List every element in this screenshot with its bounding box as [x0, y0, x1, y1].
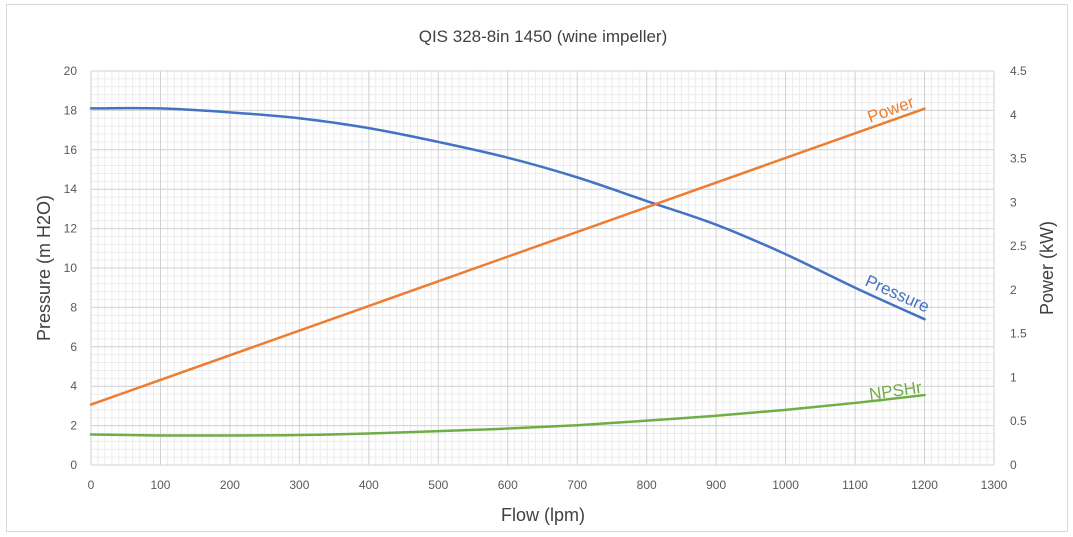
major-gridlines: [90, 70, 995, 466]
y2-axis-ticks: 0 0.5 1 1.5 2 2.5 3 3.5 4 4.5: [1010, 64, 1027, 472]
y2-tick-label: 2: [1010, 283, 1017, 297]
y-tick-label: 10: [64, 261, 78, 275]
y-axis-title: Pressure (m H2O): [34, 195, 54, 341]
y-tick-label: 16: [64, 143, 78, 157]
y-axis-ticks: 0 2 4 6 8 10 12 14 16 18 20: [64, 64, 78, 472]
y-tick-label: 12: [64, 222, 78, 236]
x-tick-label: 900: [706, 478, 726, 492]
y-tick-label: 0: [70, 458, 77, 472]
x-tick-label: 1200: [911, 478, 938, 492]
x-tick-label: 500: [428, 478, 448, 492]
y2-tick-label: 2.5: [1010, 239, 1027, 253]
x-tick-label: 200: [220, 478, 240, 492]
x-tick-label: 800: [637, 478, 657, 492]
chart-title: QIS 328-8in 1450 (wine impeller): [419, 27, 668, 46]
series-line-power: [89, 107, 926, 406]
y-tick-label: 14: [64, 182, 78, 196]
y2-tick-label: 4.5: [1010, 64, 1027, 78]
y2-tick-label: 1: [1010, 370, 1017, 384]
x-tick-label: 700: [567, 478, 587, 492]
x-tick-label: 1300: [981, 478, 1008, 492]
x-axis-title: Flow (lpm): [501, 505, 585, 525]
x-tick-label: 400: [359, 478, 379, 492]
x-tick-label: 1000: [772, 478, 799, 492]
y-tick-label: 18: [64, 103, 78, 117]
y-tick-label: 4: [70, 379, 77, 393]
y-tick-label: 2: [70, 419, 77, 433]
series-line-pressure: [89, 106, 926, 321]
y2-tick-label: 3: [1010, 195, 1017, 209]
y-tick-label: 20: [64, 64, 78, 78]
y2-axis-title: Power (kW): [1037, 221, 1057, 315]
y2-tick-label: 3.5: [1010, 152, 1027, 166]
y-tick-label: 8: [70, 300, 77, 314]
y2-tick-label: 0.5: [1010, 414, 1027, 428]
x-tick-label: 600: [498, 478, 518, 492]
series-label-pressure: Pressure: [862, 271, 932, 316]
x-tick-label: 100: [150, 478, 170, 492]
x-tick-label: 0: [88, 478, 95, 492]
x-tick-label: 1100: [842, 478, 868, 492]
y2-tick-label: 0: [1010, 458, 1017, 472]
series-lines: [89, 106, 926, 437]
y-tick-label: 6: [70, 340, 77, 354]
y2-tick-label: 4: [1010, 108, 1017, 122]
x-tick-label: 300: [289, 478, 309, 492]
y2-tick-label: 1.5: [1010, 327, 1027, 341]
x-axis-ticks: 0 100 200 300 400 500 600 700 800 900 1000 1100 1200…: [88, 478, 1008, 492]
series-line-npshr: [89, 393, 926, 437]
